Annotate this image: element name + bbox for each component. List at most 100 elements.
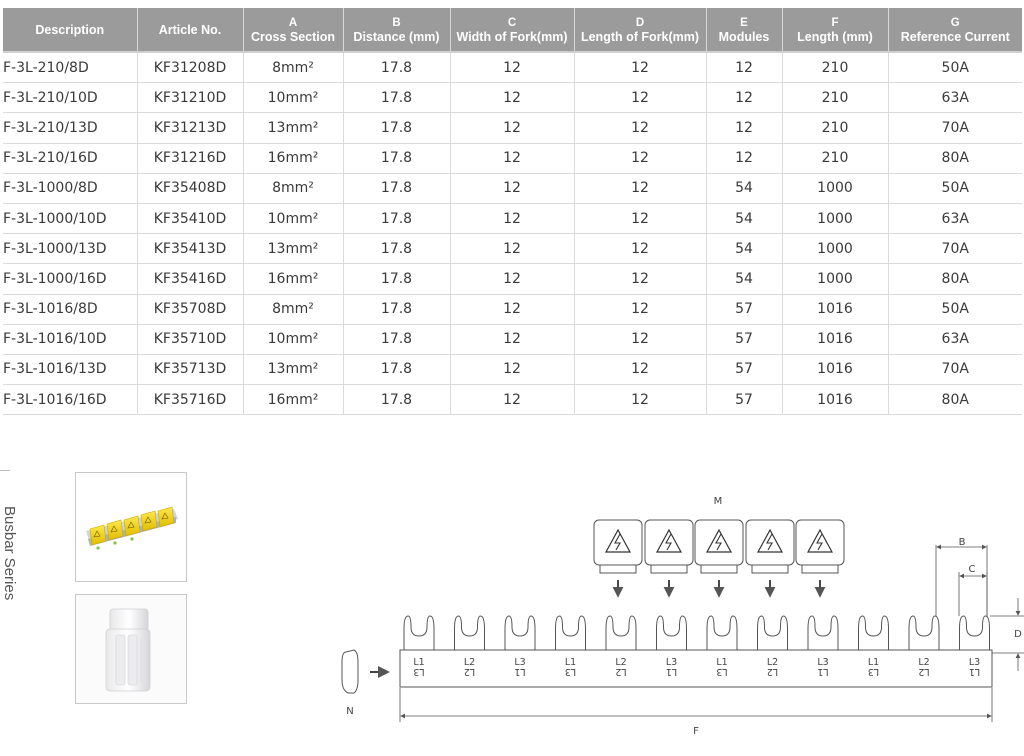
label-f: F xyxy=(693,726,699,737)
label-m: M xyxy=(714,496,723,507)
cell-length-of-fork: 12 xyxy=(574,294,707,325)
cell-article-no: KF35413D xyxy=(137,233,244,265)
cell-reference-current: 80A xyxy=(888,263,1022,295)
fork-terminal xyxy=(807,615,839,650)
cell-distance: 17.8 xyxy=(343,263,451,295)
header-length: F Length (mm) xyxy=(782,8,889,52)
header-cross-section: A Cross Section xyxy=(243,8,344,52)
product-photo-white-cap xyxy=(75,594,187,704)
cell-cross-section: 16mm² xyxy=(243,263,344,295)
cell-cross-section: 10mm² xyxy=(243,203,344,235)
phase-label-bottom: L1 xyxy=(514,666,525,677)
phase-label-bottom: L3 xyxy=(565,666,576,677)
table-row: F-3L-210/16D KF31216D 16mm² 17.8 12 12 12 210 80… xyxy=(3,143,1022,174)
cell-description: F-3L-1000/16D xyxy=(3,263,138,295)
label-n: N xyxy=(346,706,353,717)
cell-length: 210 xyxy=(782,82,889,114)
table-row: F-3L-210/13D KF31213D 13mm² 17.8 12 12 12 210 70… xyxy=(3,112,1022,144)
fork-terminal xyxy=(656,615,687,650)
phase-labels: L1L3L2L2L3L1L1L3L2L2L3L1L1L3L2L2L3L1L1L3… xyxy=(413,657,980,677)
phase-label-bottom: L3 xyxy=(413,666,424,677)
phase-label-top: L1 xyxy=(413,657,424,668)
fork-terminal xyxy=(403,615,435,650)
cell-cross-section: 16mm² xyxy=(243,384,344,416)
fork-terminal xyxy=(757,615,788,650)
warning-triangle-icon xyxy=(705,528,733,553)
cell-width-of-fork: 12 xyxy=(450,263,575,295)
section-title-vertical: Busbar Series xyxy=(0,506,26,626)
cell-reference-current: 50A xyxy=(888,294,1022,325)
phase-label-top: L2 xyxy=(615,657,626,668)
cell-distance: 17.8 xyxy=(343,294,451,325)
phase-label-top: L2 xyxy=(464,657,475,668)
cell-length: 1016 xyxy=(782,294,889,325)
cell-modules: 12 xyxy=(706,112,783,144)
fork-terminal xyxy=(454,615,485,650)
cell-reference-current: 63A xyxy=(888,82,1022,114)
cell-width-of-fork: 12 xyxy=(450,294,575,325)
header-modules: E Modules xyxy=(706,8,783,52)
lightning-icon xyxy=(665,533,672,551)
cell-description: F-3L-210/10D xyxy=(3,82,138,114)
cell-length-of-fork: 12 xyxy=(574,263,707,295)
cell-cross-section: 10mm² xyxy=(243,324,344,355)
cell-article-no: KF31213D xyxy=(137,112,244,144)
cell-modules: 57 xyxy=(706,354,783,386)
cell-description: F-3L-1016/16D xyxy=(3,384,138,416)
cell-article-no: KF31210D xyxy=(137,82,244,114)
cell-distance: 17.8 xyxy=(343,324,451,355)
cell-cross-section: 13mm² xyxy=(243,112,344,144)
fork-terminal xyxy=(555,615,586,650)
warning-cap xyxy=(745,519,795,598)
yellow-busbar-image xyxy=(86,506,178,550)
cell-modules: 57 xyxy=(706,384,783,416)
cell-length-of-fork: 12 xyxy=(574,384,707,416)
cell-article-no: KF35713D xyxy=(137,354,244,386)
phase-label-bottom: L2 xyxy=(464,666,475,677)
cell-width-of-fork: 12 xyxy=(450,203,575,235)
table-row: F-3L-1016/10D KF35710D 10mm² 17.8 12 12 57 1016… xyxy=(3,324,1022,355)
cell-description: F-3L-210/8D xyxy=(3,51,138,84)
cell-cross-section: 8mm² xyxy=(243,294,344,325)
cell-description: F-3L-1000/13D xyxy=(3,233,138,265)
warning-cap xyxy=(593,519,643,598)
cell-modules: 54 xyxy=(706,203,783,235)
cell-description: F-3L-210/16D xyxy=(3,143,138,174)
cell-distance: 17.8 xyxy=(343,173,451,204)
cell-width-of-fork: 12 xyxy=(450,324,575,355)
cell-cross-section: 8mm² xyxy=(243,173,344,204)
cell-article-no: KF35710D xyxy=(137,324,244,355)
cell-length-of-fork: 12 xyxy=(574,324,707,355)
fork-terminal xyxy=(605,615,637,650)
phase-label-bottom: L1 xyxy=(969,666,980,677)
cell-length-of-fork: 12 xyxy=(574,354,707,386)
table-row: F-3L-1000/8D KF35408D 8mm² 17.8 12 12 54 1000 50… xyxy=(3,173,1022,204)
cell-length-of-fork: 12 xyxy=(574,143,707,174)
white-end-cap-image xyxy=(76,595,186,703)
table-row: F-3L-1000/13D KF35413D 13mm² 17.8 12 12 54 1000… xyxy=(3,233,1022,265)
warning-caps-group xyxy=(593,519,845,598)
cell-distance: 17.8 xyxy=(343,203,451,235)
phase-label-top: L3 xyxy=(514,657,525,668)
cell-length-of-fork: 12 xyxy=(574,112,707,144)
table-body: F-3L-210/8D KF31208D 8mm² 17.8 12 12 12 210 50A F… xyxy=(3,51,1022,416)
header-article-no: Article No. xyxy=(137,8,244,52)
cell-distance: 17.8 xyxy=(343,112,451,144)
warning-cap xyxy=(795,519,845,598)
cell-reference-current: 80A xyxy=(888,384,1022,416)
busbar-dimension-diagram: M B C D L1L3L2L2L3L1L1L3L2L2L3L1L1L3L2L2… xyxy=(341,496,1024,737)
phase-label-bottom: L1 xyxy=(817,666,828,677)
phase-label-top: L3 xyxy=(666,657,677,668)
cell-width-of-fork: 12 xyxy=(450,82,575,114)
side-divider xyxy=(0,470,10,471)
cell-modules: 12 xyxy=(706,51,783,84)
cell-length-of-fork: 12 xyxy=(574,82,707,114)
lightning-icon xyxy=(766,533,773,551)
phase-label-bottom: L2 xyxy=(615,666,626,677)
cell-cross-section: 8mm² xyxy=(243,51,344,84)
warning-triangle-icon xyxy=(806,528,834,553)
dimension-d xyxy=(990,598,1024,671)
cell-modules: 12 xyxy=(706,82,783,114)
header-distance: B Distance (mm) xyxy=(343,8,451,52)
cell-cross-section: 16mm² xyxy=(243,143,344,174)
